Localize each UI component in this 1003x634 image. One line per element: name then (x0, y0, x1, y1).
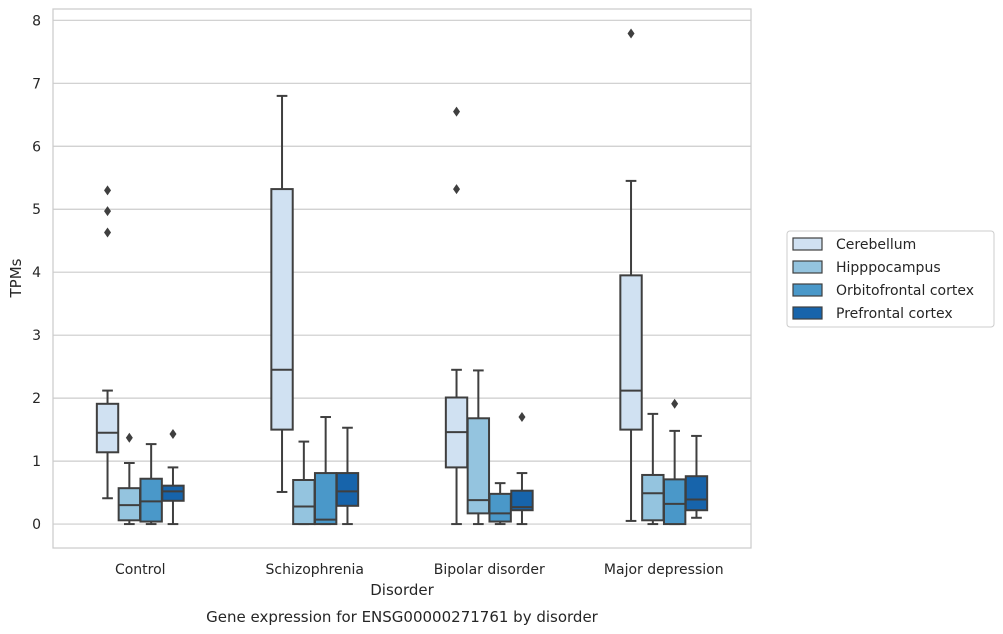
y-tick-labels: 0 1 2 3 4 5 6 7 8 (32, 13, 41, 533)
box-body (313, 472, 338, 526)
x-tick-label: Schizophrenia (266, 562, 364, 578)
box-body (335, 472, 360, 507)
x-tick-label: Major depression (604, 562, 724, 578)
box-group (270, 94, 294, 493)
plot-background (53, 9, 751, 548)
box-group (510, 412, 534, 526)
legend-swatch (792, 306, 823, 320)
outlier-point (104, 206, 112, 217)
legend-swatch (792, 260, 823, 274)
legend: Cerebellum Hipppocampus Orbitofrontal cort… (786, 230, 995, 328)
outlier-point (671, 398, 679, 409)
y-tick-label: 6 (32, 139, 41, 155)
outlier-point (518, 412, 526, 423)
chart-caption: Gene expression for ENSG00000271761 by d… (206, 608, 599, 626)
box-body (641, 473, 665, 522)
box-group (95, 185, 120, 500)
box-group (161, 429, 185, 526)
box-group (466, 369, 491, 526)
legend-label: Hipppocampus (836, 260, 941, 276)
y-tick-label: 3 (32, 328, 41, 344)
legend-item: Cerebellum (792, 237, 916, 253)
box-body (488, 492, 512, 523)
grid-lines (53, 19, 751, 525)
y-tick-label: 5 (32, 202, 41, 218)
x-tick-label: Bipolar disorder (434, 562, 545, 578)
box-group (292, 440, 316, 526)
box-body (270, 188, 294, 431)
y-tick-label: 2 (32, 391, 41, 407)
y-tick-label: 0 (32, 517, 41, 533)
legend-item: Hipppocampus (792, 260, 941, 276)
y-tick-label: 1 (32, 454, 41, 470)
box-body (292, 478, 316, 526)
x-tick-labels: Control Schizophrenia Bipolar disorder Majo… (115, 562, 724, 578)
outlier-point (104, 227, 112, 238)
legend-frame (786, 230, 995, 328)
box-body (95, 402, 120, 454)
boxes (95, 28, 709, 526)
box-group (619, 28, 643, 522)
x-tick-label: Control (115, 562, 166, 578)
box-group (444, 106, 469, 526)
outlier-point (104, 185, 112, 196)
box-group (684, 434, 709, 519)
outlier-point (453, 106, 461, 117)
outlier-point (125, 432, 133, 443)
box-group (117, 432, 142, 526)
legend-item: Prefrontal cortex (792, 306, 953, 322)
box-body (510, 489, 534, 512)
outlier-point (627, 28, 635, 39)
legend-label: Prefrontal cortex (836, 306, 953, 322)
box-body (619, 274, 643, 431)
box-body (139, 477, 163, 523)
outlier-point (169, 429, 177, 440)
box-body (466, 417, 491, 515)
y-tick-label: 4 (32, 265, 41, 281)
box-group (313, 416, 338, 526)
legend-swatch (792, 237, 823, 251)
y-axis-title: TPMs (7, 258, 25, 298)
box-group (335, 426, 360, 526)
box-group (488, 482, 512, 526)
y-tick-label: 8 (32, 13, 41, 29)
legend-item: Orbitofrontal cortex (792, 283, 974, 299)
outlier-point (453, 184, 461, 195)
plot-frame (52, 8, 752, 549)
box-body (161, 484, 185, 502)
x-axis-title: Disorder (370, 581, 434, 599)
legend-label: Cerebellum (836, 237, 916, 253)
legend-swatch (792, 283, 823, 297)
legend-label: Orbitofrontal cortex (836, 283, 974, 299)
y-tick-label: 7 (32, 76, 41, 92)
box-body (662, 478, 687, 526)
box-body (684, 475, 709, 512)
